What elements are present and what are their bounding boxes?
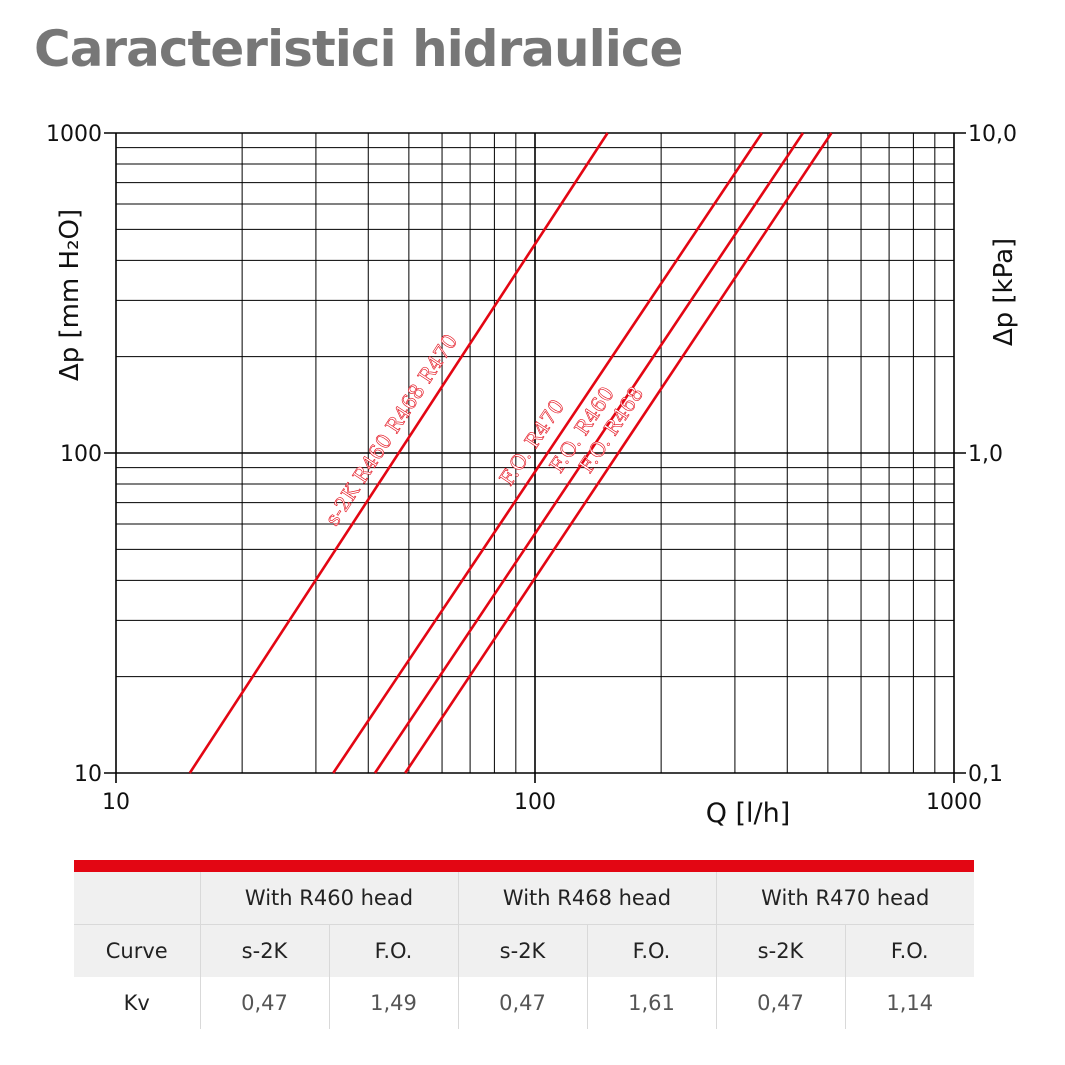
curve-cell: s-2K [457, 924, 587, 977]
curve-cell: F.O. [328, 924, 458, 977]
kv-cell: 1,14 [844, 977, 974, 1029]
y-tick-label-right: 1,0 [968, 442, 1003, 467]
kv-cell: 1,61 [586, 977, 716, 1029]
x-tick-label: 100 [514, 790, 556, 815]
kv-cell: 0,47 [715, 977, 845, 1029]
pressure-drop-chart: 10 100 1000 0,1 1,0 10,0 10 100 1000 s-2K R460 R… [46, 122, 1019, 829]
kv-cell: 1,49 [328, 977, 458, 1029]
series-line [332, 132, 764, 774]
head-group-r468: With R468 head [457, 872, 716, 925]
series-line [404, 132, 833, 774]
axis-labels: Q [l/h] Δp [mm H₂O] Δp [kPa] [55, 209, 1019, 829]
kv-table-container: With R460 head With R468 head With R470 … [74, 860, 974, 1029]
page-title: Caracteristici hidraulice [34, 20, 683, 78]
table-header-row: With R460 head With R468 head With R470 … [74, 872, 974, 925]
kv-table: With R460 head With R468 head With R470 … [74, 872, 974, 1029]
curve-cell: F.O. [586, 924, 716, 977]
series-line [188, 132, 609, 774]
curve-cell: s-2K [715, 924, 845, 977]
table-corner-cell [74, 872, 200, 925]
tick-labels: 10 100 1000 0,1 1,0 10,0 10 100 1000 [46, 122, 1017, 815]
table-accent-bar [74, 860, 974, 872]
kv-row: Kv 0,47 1,49 0,47 1,61 0,47 1,14 [74, 977, 974, 1029]
head-group-r470: With R470 head [715, 872, 974, 925]
kv-cell: 0,47 [199, 977, 329, 1029]
y-axis-label-right: Δp [kPa] [989, 238, 1019, 346]
x-tick-label: 1000 [926, 790, 982, 815]
curve-cell: s-2K [199, 924, 329, 977]
curve-cell: F.O. [844, 924, 974, 977]
series-label: s-2K R460 R468 R470 [320, 330, 462, 530]
y-axis-label-left: Δp [mm H₂O] [55, 209, 85, 381]
grid [104, 132, 966, 783]
curve-row: Curve s-2K F.O. s-2K F.O. s-2K F.O. [74, 924, 974, 977]
kv-cell: 0,47 [457, 977, 587, 1029]
head-group-r460: With R460 head [199, 872, 458, 925]
y-tick-label-left: 100 [60, 442, 102, 467]
y-tick-label-left: 10 [74, 762, 102, 787]
y-tick-label-left: 1000 [46, 122, 102, 147]
y-tick-label-right: 10,0 [968, 122, 1017, 147]
x-axis-label: Q [l/h] [706, 798, 791, 829]
series-line [373, 132, 805, 774]
curve-label: Curve [74, 924, 200, 977]
x-tick-label: 10 [102, 790, 130, 815]
y-tick-label-right: 0,1 [968, 762, 1003, 787]
kv-label: Kv [74, 977, 200, 1029]
